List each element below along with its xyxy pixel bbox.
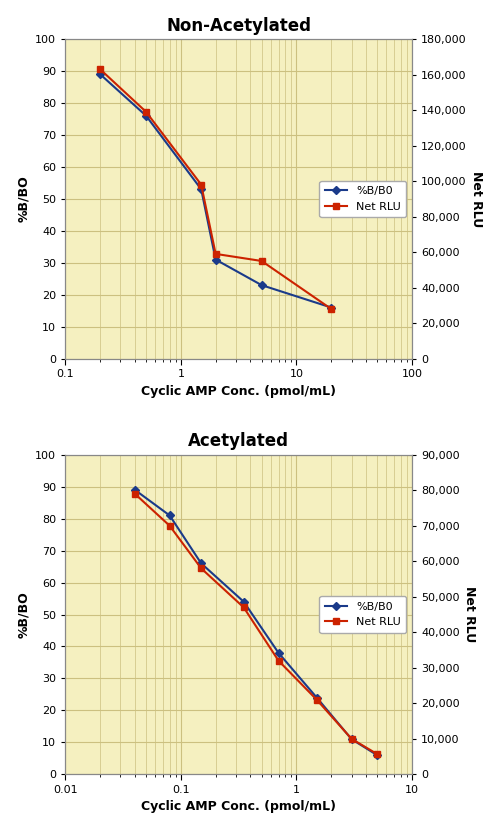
Line: %B/B0: %B/B0 (97, 71, 334, 310)
%B/B0 (166, 510, 172, 520)
%B/B0 (212, 255, 218, 265)
%B/B0 (258, 281, 264, 290)
Title: Non-Acetylated: Non-Acetylated (166, 17, 311, 35)
Y-axis label: Net RLU: Net RLU (470, 171, 484, 227)
Y-axis label: Net RLU: Net RLU (464, 587, 476, 642)
Net RLU (258, 256, 264, 266)
X-axis label: Cyclic AMP Conc. (pmol/mL): Cyclic AMP Conc. (pmol/mL) (141, 800, 336, 813)
Title: Acetylated: Acetylated (188, 432, 289, 451)
Line: %B/B0: %B/B0 (132, 486, 380, 759)
Net RLU (276, 656, 281, 666)
Y-axis label: %B/BO: %B/BO (16, 591, 30, 638)
%B/B0 (328, 303, 334, 313)
Net RLU (348, 734, 354, 744)
Net RLU (374, 749, 380, 759)
Net RLU (314, 695, 320, 705)
%B/B0 (276, 648, 281, 658)
Line: Net RLU: Net RLU (132, 491, 380, 757)
%B/B0 (97, 69, 103, 79)
Net RLU (212, 249, 218, 259)
Net RLU (240, 603, 246, 613)
Net RLU (198, 564, 204, 574)
Y-axis label: %B/BO: %B/BO (16, 175, 30, 222)
%B/B0 (143, 110, 149, 120)
%B/B0 (198, 559, 204, 569)
Net RLU (132, 489, 138, 499)
Net RLU (198, 179, 204, 189)
Line: Net RLU: Net RLU (97, 66, 334, 312)
Net RLU (97, 64, 103, 74)
%B/B0 (314, 693, 320, 703)
X-axis label: Cyclic AMP Conc. (pmol/mL): Cyclic AMP Conc. (pmol/mL) (141, 384, 336, 398)
%B/B0 (240, 597, 246, 607)
%B/B0 (132, 485, 138, 495)
Legend: %B/B0, Net RLU: %B/B0, Net RLU (320, 180, 406, 217)
Net RLU (166, 520, 172, 530)
Net RLU (143, 107, 149, 117)
%B/B0 (198, 184, 204, 194)
Legend: %B/B0, Net RLU: %B/B0, Net RLU (320, 596, 406, 632)
%B/B0 (374, 750, 380, 760)
%B/B0 (348, 735, 354, 745)
Net RLU (328, 304, 334, 314)
